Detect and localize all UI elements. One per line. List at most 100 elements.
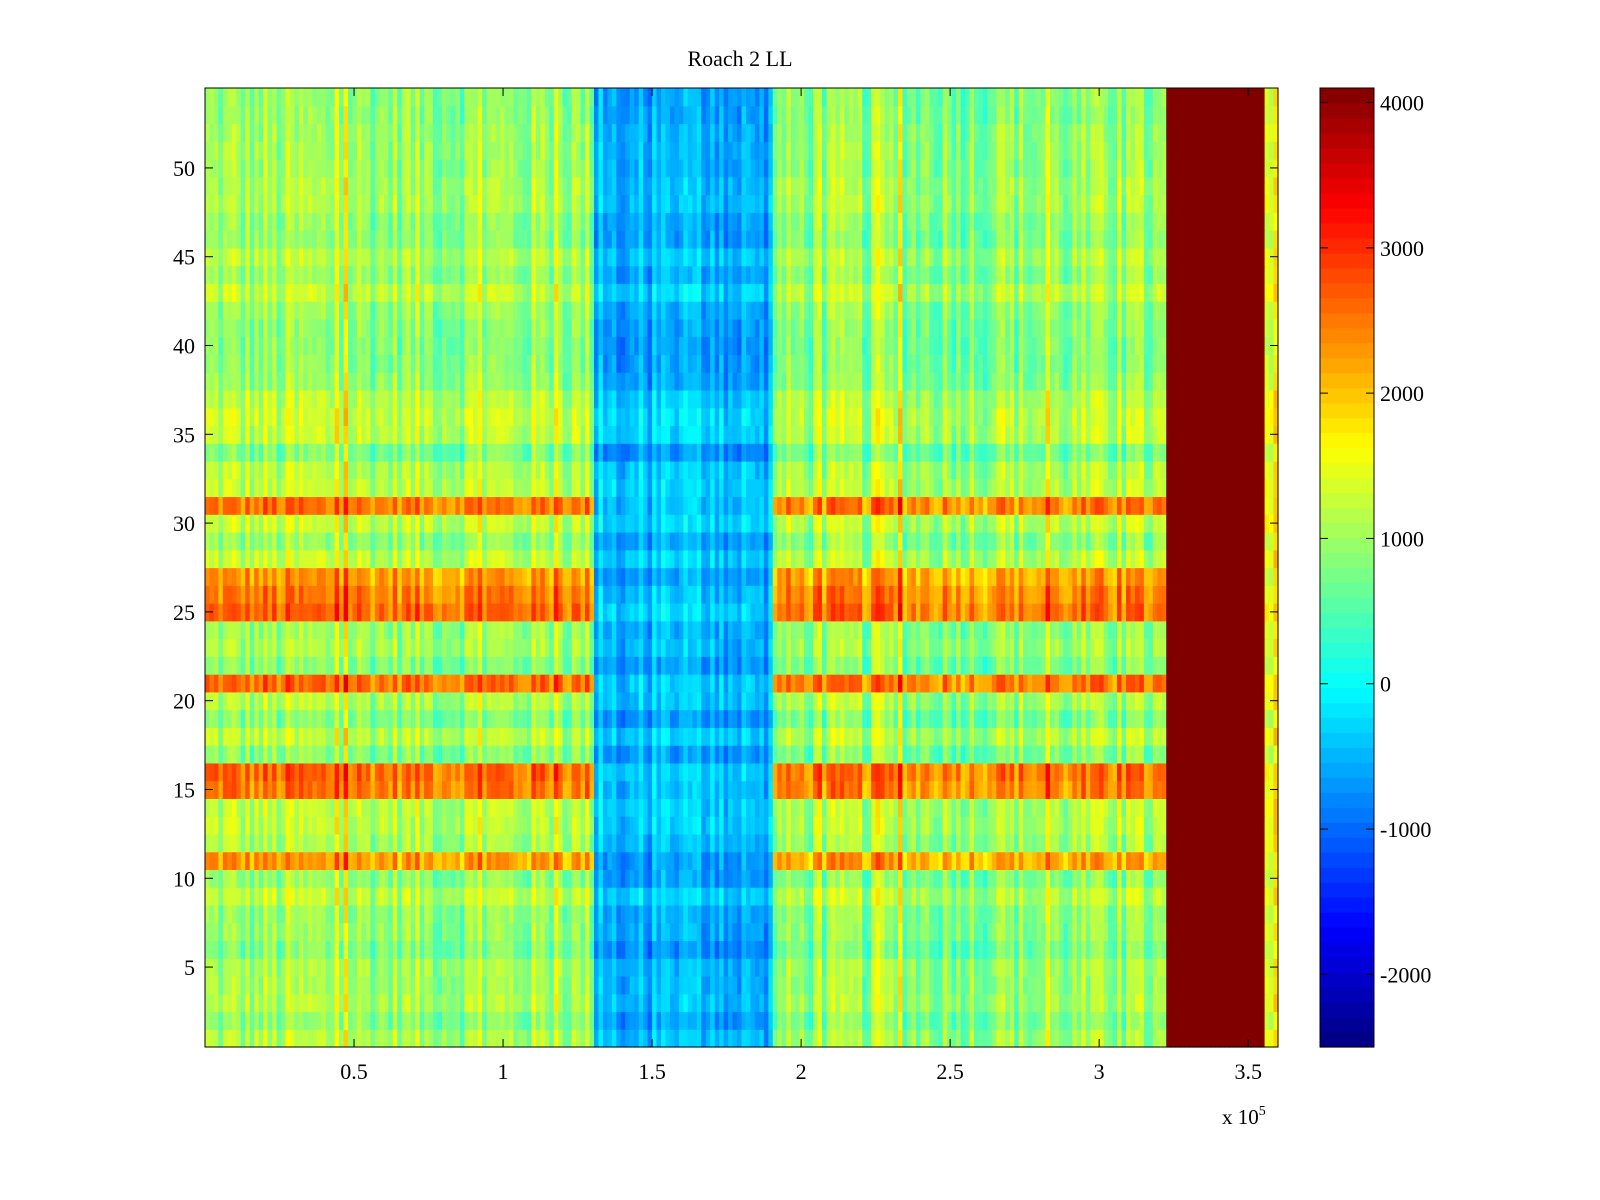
- heatmap-cell: [598, 851, 604, 871]
- heatmap-cell: [482, 851, 488, 871]
- heatmap-cell: [1188, 727, 1194, 746]
- heatmap-cell: [1143, 727, 1149, 746]
- heatmap-cell: [1036, 1011, 1042, 1030]
- heatmap-cell: [1260, 1029, 1266, 1048]
- heatmap-cell: [1063, 816, 1069, 835]
- heatmap-cell: [665, 1011, 671, 1030]
- heatmap-cell: [880, 940, 886, 959]
- heatmap-cell: [763, 958, 769, 977]
- heatmap-cell: [866, 709, 872, 728]
- heatmap-cell: [652, 851, 658, 871]
- heatmap-cell: [1157, 780, 1163, 799]
- heatmap-cell: [1157, 975, 1163, 995]
- heatmap-cell: [473, 745, 479, 764]
- heatmap-cell: [763, 940, 769, 959]
- heatmap-cell: [875, 833, 881, 853]
- heatmap-cell: [357, 674, 363, 693]
- heatmap-cell: [804, 727, 810, 746]
- heatmap-cell: [1000, 833, 1006, 853]
- heatmap-cell: [625, 887, 631, 906]
- heatmap-cell: [1166, 851, 1172, 871]
- heatmap-cell: [920, 745, 926, 764]
- heatmap-cell: [813, 940, 819, 959]
- heatmap-cell: [897, 1029, 904, 1048]
- heatmap-cell: [790, 993, 796, 1013]
- heatmap-cell: [719, 993, 725, 1013]
- heatmap-cell: [647, 904, 653, 924]
- heatmap-cell: [312, 904, 318, 924]
- heatmap-cell: [1036, 780, 1042, 799]
- heatmap-cell: [795, 762, 801, 782]
- heatmap-cell: [924, 833, 930, 853]
- heatmap-cell: [647, 780, 653, 799]
- heatmap-cell: [419, 745, 425, 764]
- heatmap-cell: [477, 1029, 483, 1048]
- heatmap-cell: [468, 1011, 474, 1030]
- heatmap-cell: [334, 709, 340, 728]
- heatmap-cell: [316, 1011, 322, 1030]
- heatmap-cell: [437, 727, 443, 746]
- heatmap-cell: [754, 1029, 760, 1048]
- heatmap-cell: [696, 833, 702, 853]
- heatmap-cell: [661, 975, 667, 995]
- heatmap-cell: [526, 745, 532, 764]
- heatmap-cell: [1219, 833, 1225, 853]
- heatmap-cell: [969, 780, 975, 799]
- heatmap-cell: [1036, 816, 1042, 835]
- heatmap-cell: [1009, 904, 1015, 924]
- heatmap-cell: [1179, 940, 1185, 959]
- heatmap-cell: [933, 674, 939, 693]
- heatmap-cell: [616, 798, 622, 817]
- heatmap-cell: [1027, 851, 1033, 871]
- heatmap-cell: [1072, 940, 1078, 959]
- heatmap-cell: [817, 709, 823, 728]
- heatmap-cell: [982, 887, 988, 906]
- heatmap-cell: [1014, 780, 1020, 799]
- heatmap-cell: [1023, 851, 1029, 871]
- heatmap-cell: [281, 904, 287, 924]
- heatmap-cell: [285, 887, 291, 906]
- heatmap-cell: [249, 958, 255, 977]
- heatmap-cell: [665, 691, 671, 711]
- heatmap-cell: [1032, 745, 1038, 764]
- heatmap-cell: [871, 887, 877, 906]
- heatmap-cell: [844, 975, 850, 995]
- heatmap-cell: [1179, 745, 1185, 764]
- heatmap-cell: [759, 709, 765, 728]
- heatmap-cell: [388, 833, 394, 853]
- heatmap-cell: [759, 1011, 765, 1030]
- heatmap-cell: [674, 922, 680, 942]
- heatmap-cell: [728, 851, 734, 871]
- heatmap-cell: [947, 851, 953, 871]
- heatmap-cell: [813, 762, 819, 782]
- heatmap-cell: [1134, 1029, 1140, 1048]
- heatmap-cell: [526, 691, 532, 711]
- heatmap-cell: [750, 922, 756, 942]
- heatmap-cell: [906, 780, 912, 799]
- heatmap-cell: [352, 904, 358, 924]
- heatmap-cell: [844, 922, 850, 942]
- heatmap-cell: [388, 727, 394, 746]
- heatmap-cell: [245, 993, 251, 1013]
- heatmap-cell: [263, 975, 269, 995]
- heatmap-cell: [741, 940, 747, 959]
- heatmap-cell: [656, 887, 662, 906]
- heatmap-cell: [889, 887, 895, 906]
- heatmap-cell: [1005, 904, 1011, 924]
- heatmap-cell: [772, 745, 778, 764]
- heatmap-cell: [763, 975, 769, 995]
- heatmap-cell: [1134, 904, 1140, 924]
- heatmap-cell: [1184, 691, 1190, 711]
- heatmap-cell: [915, 887, 921, 906]
- heatmap-cell: [455, 1011, 461, 1030]
- heatmap-cell: [1224, 975, 1230, 995]
- heatmap-cell: [647, 691, 653, 711]
- heatmap-cell: [973, 691, 980, 711]
- heatmap-cell: [522, 816, 528, 835]
- heatmap-cell: [1009, 1029, 1015, 1048]
- heatmap-cell: [428, 833, 434, 853]
- heatmap-cell: [213, 887, 220, 906]
- heatmap-cell: [1237, 691, 1243, 711]
- heatmap-cell: [772, 727, 778, 746]
